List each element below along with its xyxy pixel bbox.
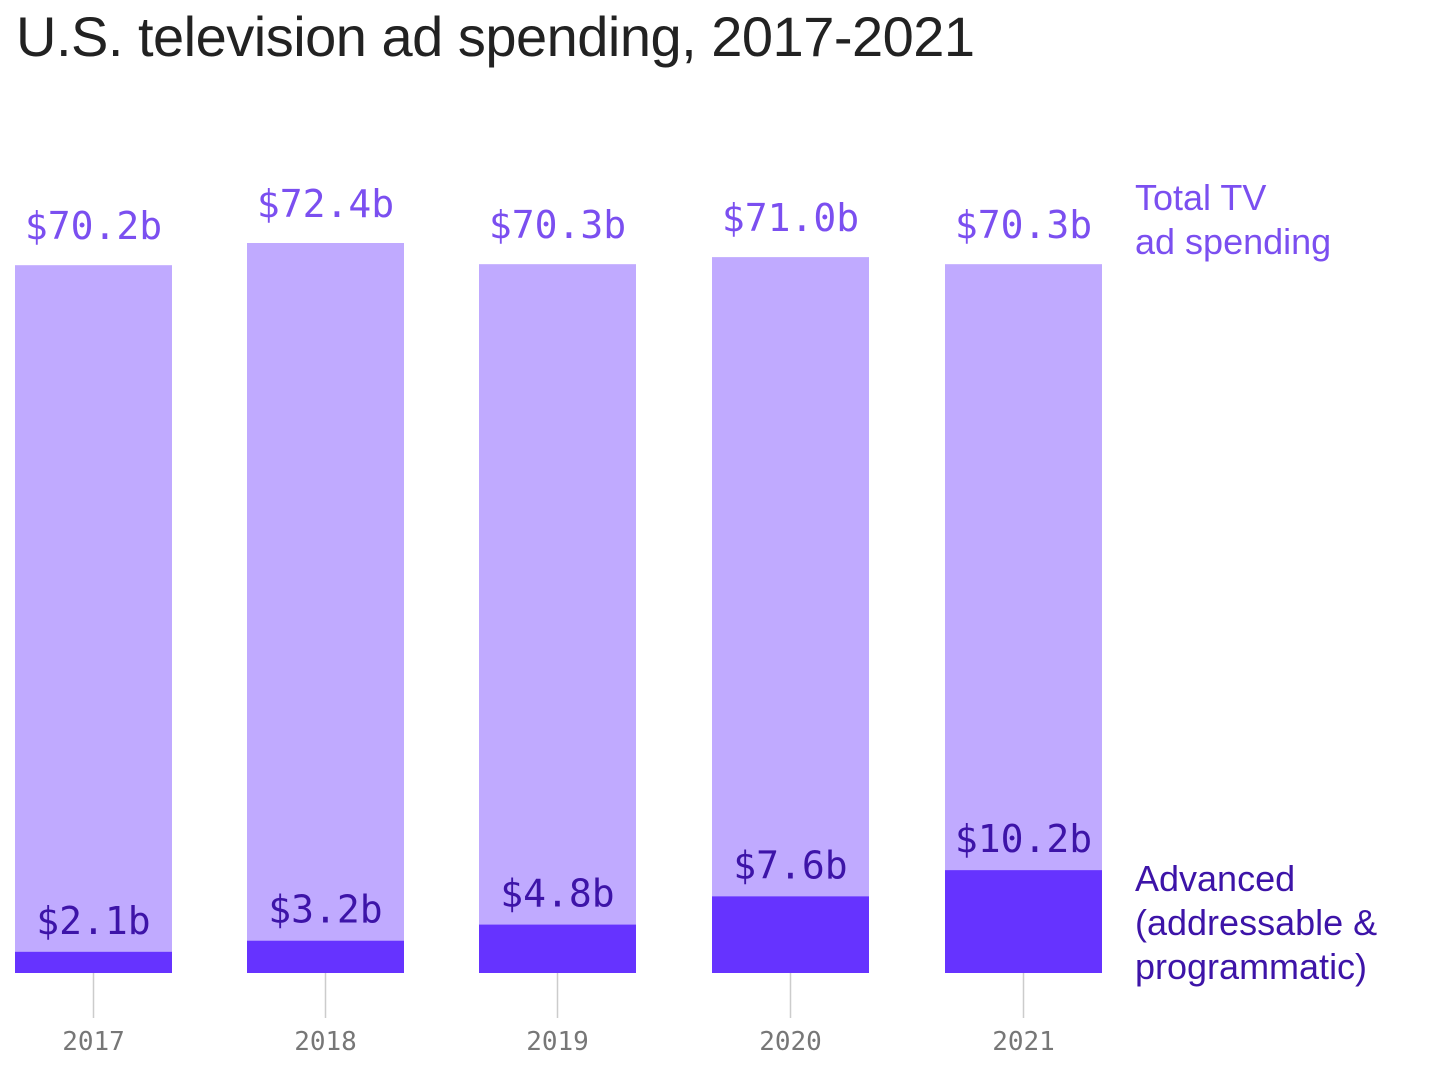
chart-title: U.S. television ad spending, 2017-2021 bbox=[16, 5, 975, 68]
legend-total-line-2: ad spending bbox=[1135, 221, 1331, 262]
advanced-bar-2019 bbox=[479, 924, 636, 973]
legend-advanced-line-2: (addressable & bbox=[1135, 902, 1377, 943]
advanced-value-label-2020: $7.6b bbox=[733, 843, 847, 887]
x-tick-label-2019: 2019 bbox=[526, 1027, 589, 1057]
total-bar-2020 bbox=[712, 257, 869, 973]
advanced-value-label-2021: $10.2b bbox=[955, 817, 1092, 861]
advanced-value-label-2019: $4.8b bbox=[500, 872, 614, 916]
x-tick-label-2018: 2018 bbox=[294, 1027, 357, 1057]
legend-total-line-1: Total TV bbox=[1135, 177, 1266, 218]
total-bar-2019 bbox=[479, 264, 636, 973]
x-tick-label-2020: 2020 bbox=[759, 1027, 822, 1057]
advanced-bar-2018 bbox=[247, 940, 404, 973]
advanced-value-label-2018: $3.2b bbox=[268, 888, 382, 932]
x-tick-label-2017: 2017 bbox=[62, 1027, 125, 1057]
total-bar-2018 bbox=[247, 243, 404, 973]
legend-advanced-line-1: Advanced bbox=[1135, 858, 1295, 899]
legend-advanced-line-3: programmatic) bbox=[1135, 946, 1367, 987]
advanced-bar-2020 bbox=[712, 896, 869, 973]
total-value-label-2021: $70.3b bbox=[955, 203, 1092, 247]
advanced-value-label-2017: $2.1b bbox=[36, 899, 150, 943]
total-bar-2017 bbox=[15, 265, 172, 973]
total-value-label-2019: $70.3b bbox=[489, 203, 626, 247]
advanced-bar-2017 bbox=[15, 951, 172, 973]
advanced-bar-2021 bbox=[945, 870, 1102, 973]
total-value-label-2020: $71.0b bbox=[722, 196, 859, 240]
total-bar-2021 bbox=[945, 264, 1102, 973]
total-value-label-2017: $70.2b bbox=[25, 204, 162, 248]
total-value-label-2018: $72.4b bbox=[257, 182, 394, 226]
x-tick-label-2021: 2021 bbox=[992, 1027, 1055, 1057]
